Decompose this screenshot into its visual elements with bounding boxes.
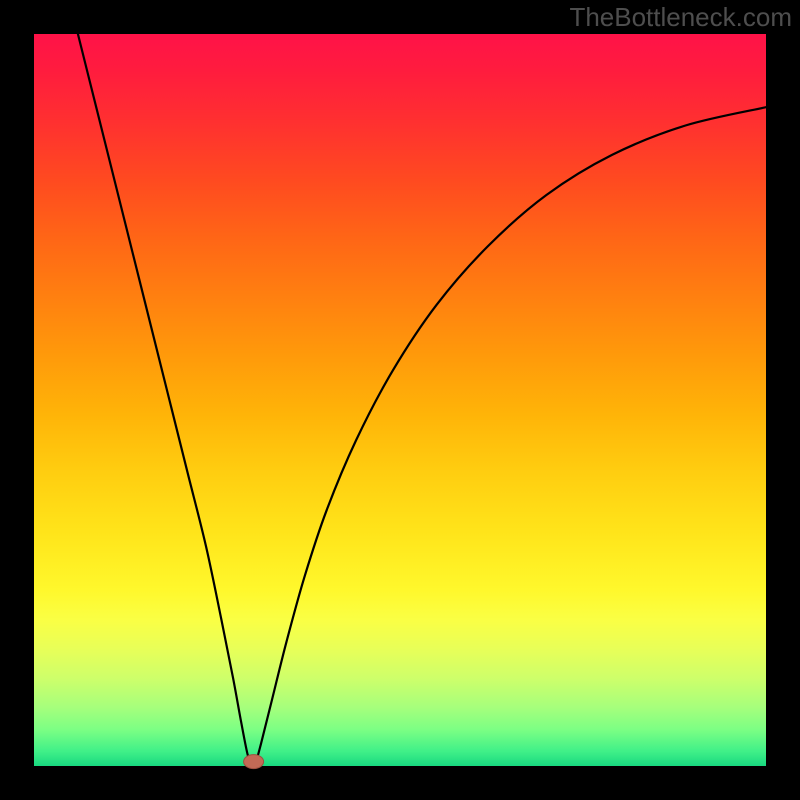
plot-background: [34, 34, 766, 766]
watermark-text: TheBottleneck.com: [569, 2, 792, 33]
plot-svg: [0, 0, 800, 800]
chart-container: TheBottleneck.com: [0, 0, 800, 800]
minimum-marker: [244, 755, 264, 769]
